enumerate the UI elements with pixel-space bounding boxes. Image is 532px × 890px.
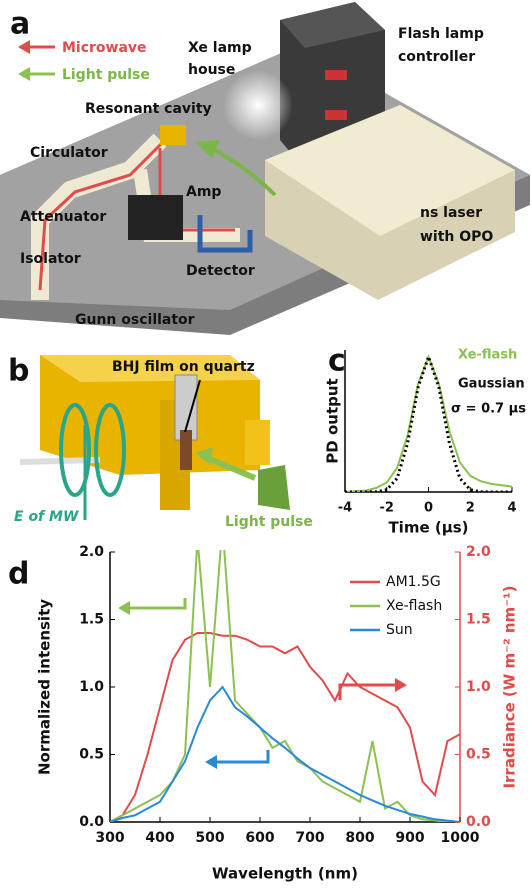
- y2-tick-label: 0.0: [466, 814, 491, 830]
- series-label: Gaussian: [458, 377, 525, 392]
- y-tick-label: 1.5: [79, 612, 104, 628]
- label: ns laser: [420, 205, 482, 221]
- y2-tick-label: 1.5: [466, 612, 491, 628]
- x-tick-label: 400: [145, 830, 174, 846]
- annotation: σ = 0.7 µs: [451, 402, 526, 417]
- x-tick-label: 800: [345, 830, 374, 846]
- x-tick-label: 600: [245, 830, 274, 846]
- legend-label: AM1.5G: [386, 574, 441, 590]
- label: Isolator: [20, 251, 81, 267]
- y2-tick-label: 1.0: [466, 679, 491, 695]
- legend-label: Light pulse: [62, 67, 150, 83]
- arrowhead: [18, 40, 30, 54]
- legend-label: Sun: [386, 622, 413, 638]
- x-tick-label: 4: [507, 501, 516, 516]
- x-tick-label: 1000: [441, 830, 480, 846]
- x-tick-label: -2: [380, 501, 394, 516]
- label: E of MW: [14, 509, 79, 525]
- label: Circulator: [30, 145, 108, 161]
- x-axis-label: Time (µs): [388, 519, 468, 537]
- annotation-arrows: [118, 598, 407, 769]
- arrowhead: [18, 67, 30, 81]
- legend-label: Microwave: [62, 40, 147, 56]
- panel-letter: d: [8, 557, 29, 592]
- x-tick-label: 0: [424, 501, 433, 516]
- y-tick-label: 0.5: [79, 747, 104, 763]
- x-axis-label: Wavelength (nm): [212, 865, 358, 883]
- x-tick-label: -4: [338, 501, 352, 516]
- figure: a Microwave Light pulse Xe lamp house Fl…: [0, 0, 532, 890]
- x-tick-label: 900: [395, 830, 424, 846]
- y-tick-label: 0.0: [79, 814, 104, 830]
- label: Attenuator: [20, 209, 106, 225]
- y-axis-label: PD output: [324, 378, 342, 463]
- label: Amp: [186, 184, 221, 200]
- x-tick-label: 700: [295, 830, 324, 846]
- panel-letter: a: [10, 7, 30, 42]
- x-tick-label: 500: [195, 830, 224, 846]
- label: Xe lamp: [188, 40, 252, 56]
- y2-axis-label: Irradiance (W m⁻² nm⁻¹): [501, 585, 519, 788]
- y-axis-label: Normalized intensity: [36, 599, 54, 775]
- panel-b-illustration: [20, 355, 290, 520]
- y-tick-label: 1.0: [79, 679, 104, 695]
- y-tick-label: 2.0: [79, 544, 104, 560]
- x-tick-label: 2: [466, 501, 475, 516]
- label: Resonant cavity: [85, 101, 212, 117]
- label: house: [188, 62, 235, 78]
- label: Gunn oscillator: [75, 312, 195, 328]
- x-tick-label: 300: [95, 830, 124, 846]
- label: with OPO: [420, 229, 493, 245]
- series-label: Xe-flash: [458, 348, 517, 363]
- panel-letter: c: [328, 344, 346, 379]
- label: BHJ film on quartz: [112, 359, 255, 375]
- y2-tick-label: 0.5: [466, 747, 491, 763]
- legend-label: Xe-flash: [386, 598, 442, 614]
- y2-tick-label: 2.0: [466, 544, 491, 560]
- series-line: [110, 687, 460, 822]
- label: controller: [398, 49, 475, 65]
- series-line: [110, 525, 460, 822]
- label: Detector: [186, 263, 255, 279]
- panel-letter: b: [8, 354, 29, 389]
- label: Light pulse: [225, 514, 313, 530]
- label: Flash lamp: [398, 26, 484, 42]
